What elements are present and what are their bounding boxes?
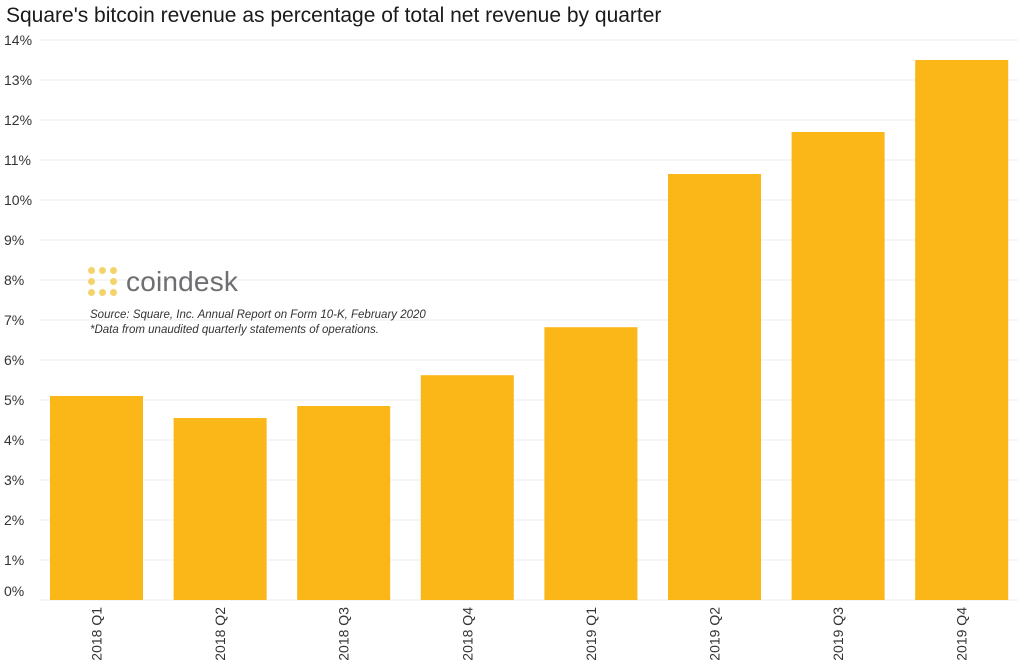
x-tick-label: 2018 Q3 — [336, 607, 352, 660]
y-tick-label: 9% — [4, 232, 24, 248]
y-tick-label: 8% — [4, 272, 24, 288]
y-tick-label: 3% — [4, 472, 24, 488]
source-line: Source: Square, Inc. Annual Report on Fo… — [90, 309, 426, 321]
coindesk-logo-icon — [88, 267, 118, 297]
y-tick-label: 14% — [4, 32, 32, 48]
y-tick-label: 0% — [4, 583, 24, 599]
bar — [173, 418, 267, 600]
bar — [915, 60, 1009, 600]
bar — [544, 327, 638, 600]
bar — [791, 132, 885, 600]
y-tick-label: 4% — [4, 432, 24, 448]
y-tick-label: 5% — [4, 392, 24, 408]
bar — [668, 174, 761, 600]
y-tick-label: 10% — [4, 192, 32, 208]
y-tick-label: 1% — [4, 552, 24, 568]
coindesk-logo-text: coindesk — [126, 266, 239, 297]
x-tick-label: 2019 Q1 — [583, 607, 599, 660]
chart-title: Square's bitcoin revenue as percentage o… — [6, 4, 662, 27]
x-tick-label: 2018 Q2 — [212, 607, 228, 660]
y-tick-label: 6% — [4, 352, 24, 368]
y-tick-label: 11% — [4, 152, 31, 168]
bar — [420, 375, 514, 600]
x-tick-label: 2019 Q2 — [707, 607, 723, 660]
y-tick-label: 7% — [4, 312, 24, 328]
bar — [297, 406, 391, 600]
x-tick-label: 2018 Q4 — [459, 607, 475, 660]
x-tick-label: 2019 Q3 — [830, 607, 846, 660]
coindesk-logo: coindesk — [88, 266, 238, 298]
footnote-line: *Data from unaudited quarterly statement… — [90, 324, 379, 336]
bar — [50, 396, 143, 600]
source-note: Source: Square, Inc. Annual Report on Fo… — [90, 308, 426, 338]
y-tick-label: 12% — [4, 112, 32, 128]
y-tick-label: 2% — [4, 512, 24, 528]
x-tick-label: 2018 Q1 — [89, 607, 105, 660]
x-tick-label: 2019 Q4 — [954, 607, 970, 660]
y-tick-label: 13% — [4, 72, 32, 88]
